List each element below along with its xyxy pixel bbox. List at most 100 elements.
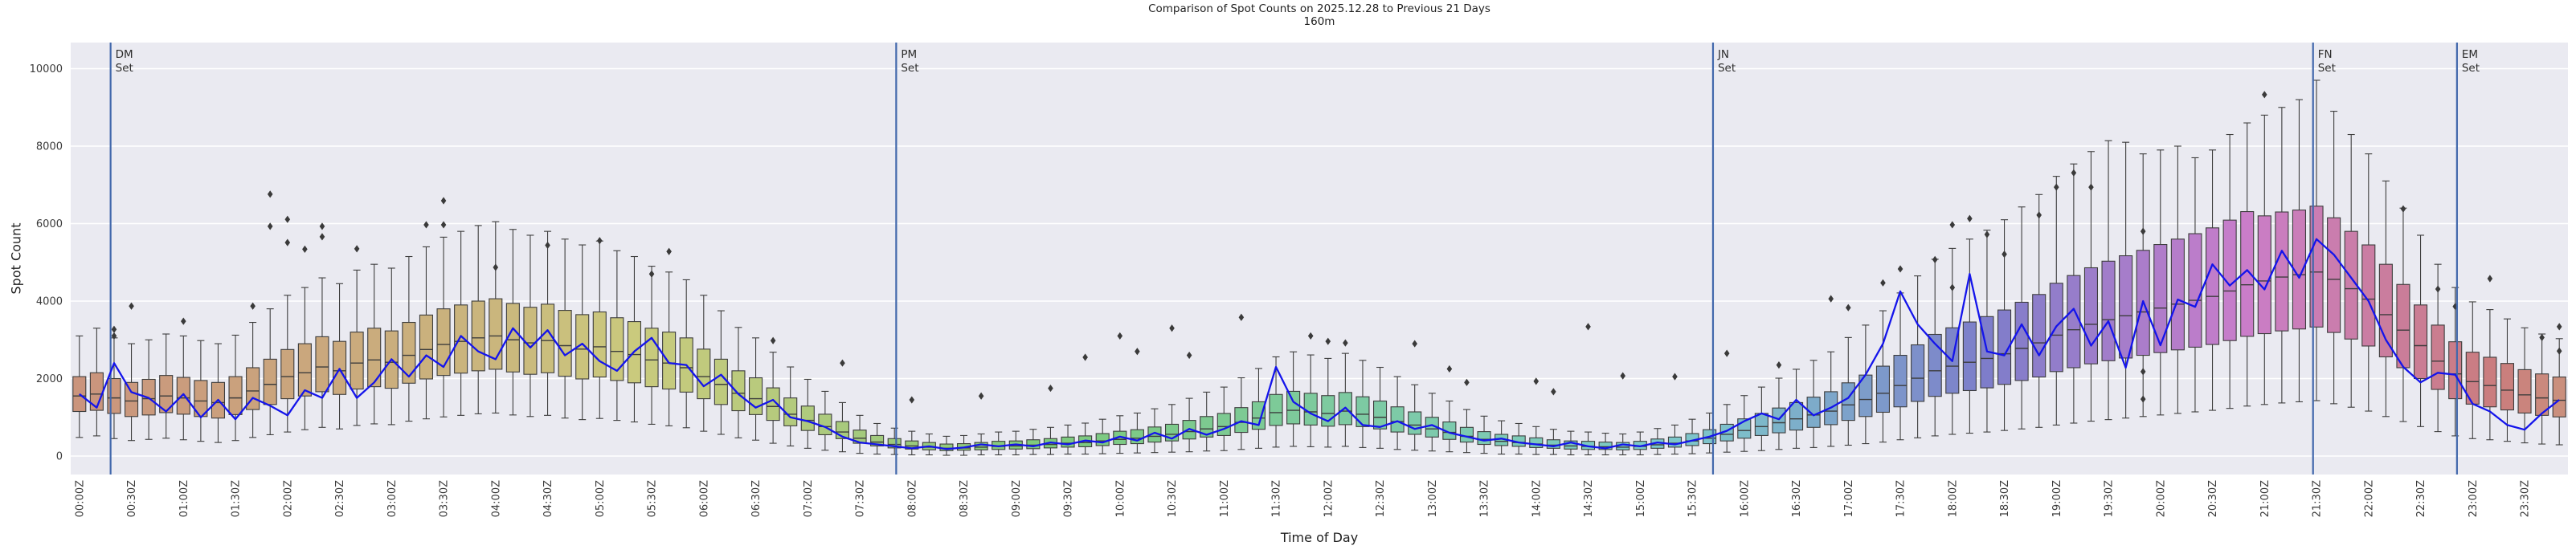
box [1355,396,1370,427]
box [2083,267,2099,365]
x-tick-label: 08:00Z [906,480,918,517]
x-tick-label: 20:30Z [2207,480,2219,517]
box [436,308,451,377]
outlier-diamond [2539,333,2545,341]
box [2396,283,2410,369]
x-tick-label: 07:30Z [855,480,867,517]
x-tick-label: 04:30Z [542,480,554,517]
box [1130,429,1144,445]
box [2535,373,2549,416]
box [1303,393,1318,426]
outlier-diamond [2002,250,2007,259]
x-tick-label: 10:30Z [1167,480,1179,517]
box [2257,215,2271,335]
box [1095,433,1110,446]
box [2119,255,2133,359]
outlier-diamond [2556,347,2562,355]
box [887,438,902,449]
box [1216,413,1231,436]
outlier-diamond [666,247,672,255]
chart-title: Comparison of Spot Counts on 2025.12.28 … [1148,2,1490,15]
chart-subtitle-band: 160m [1303,15,1335,28]
x-tick-label: 01:00Z [178,480,190,517]
x-tick-label: 08:30Z [959,480,971,517]
y-tick-label: 10000 [30,63,63,75]
box [1962,321,1977,392]
box [2014,301,2029,381]
box [2431,324,2445,390]
box [697,348,711,400]
box [1234,407,1249,434]
outlier-diamond [2140,227,2146,235]
outlier-diamond [545,241,550,250]
box [2101,260,2116,361]
box [1928,333,1942,397]
x-tick-label: 00:30Z [126,480,138,517]
x-tick-label: 10:00Z [1114,480,1126,517]
outlier-diamond [1186,351,1192,360]
box [159,375,174,413]
outlier-diamond [2261,91,2267,99]
box [1529,437,1544,448]
outlier-diamond [267,190,273,198]
box [2153,244,2168,353]
box [315,336,329,393]
sunset-line-label: JN Set [1717,48,1736,75]
box [1390,406,1405,433]
sunset-line-label: EM Set [2462,48,2480,75]
today-spot-count-line [79,238,2560,450]
box [1667,436,1683,448]
x-axis-label: Time of Day [1280,530,1359,545]
box [1841,382,1855,422]
x-tick-label: 16:00Z [1739,480,1751,517]
box [2205,227,2220,345]
box [540,303,555,373]
outlier-diamond [1672,373,1678,381]
box [2032,294,2046,378]
outlier-diamond [1897,265,1903,273]
outlier-diamond [1464,378,1470,386]
outlier-diamond [354,245,360,253]
x-tick-label: 17:00Z [1843,480,1855,517]
box [1408,411,1422,435]
plot-background [71,43,2568,475]
x-tick-label: 13:30Z [1479,480,1491,517]
outlier-diamond [180,317,186,325]
box [1286,390,1301,425]
box [2170,238,2185,351]
box [2448,341,2463,400]
box [350,332,364,390]
outlier-diamond [302,245,308,253]
box [72,376,87,413]
outlier-diamond [1307,332,1314,340]
box [1477,431,1491,446]
outlier-diamond [2435,285,2441,293]
outlier-diamond [129,302,134,310]
box [766,387,780,422]
x-tick-label: 11:00Z [1219,480,1231,517]
sunset-line-label: FN Set [2318,48,2336,75]
box [1875,365,1891,413]
x-tick-label: 20:00Z [2155,480,2167,517]
box [2292,210,2307,330]
box [228,376,243,415]
outlier-diamond [1412,340,1418,348]
outlier-diamond [111,332,117,340]
outlier-diamond [493,263,499,271]
outlier-diamond [1551,388,1556,396]
x-tick-label: 22:00Z [2363,480,2375,517]
box [1789,401,1804,431]
x-tick-label: 07:00Z [803,480,815,517]
outlier-diamond [1845,303,1851,312]
outlier-diamond [1533,377,1539,385]
box [2327,217,2341,333]
outlier-diamond [2088,183,2094,191]
outlier-diamond [1325,337,1331,345]
outlier-diamond [1967,214,1973,222]
box [1061,436,1075,448]
box [1200,416,1214,438]
box [1564,440,1578,450]
outlier-diamond [1169,324,1175,332]
box [297,343,312,397]
x-tick-label: 17:30Z [1895,480,1907,517]
